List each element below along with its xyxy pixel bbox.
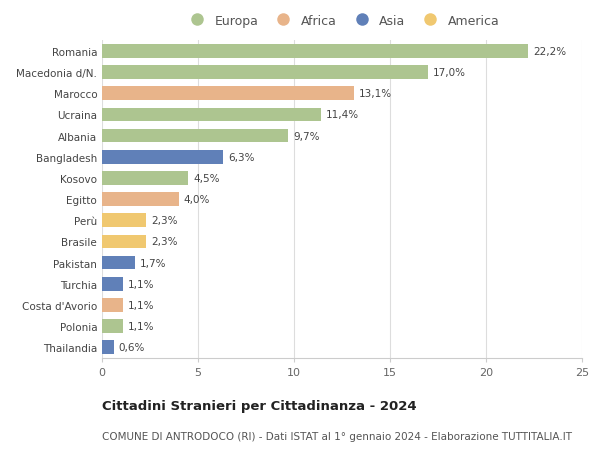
Bar bbox=[102, 256, 134, 270]
Text: COMUNE DI ANTRODOCO (RI) - Dati ISTAT al 1° gennaio 2024 - Elaborazione TUTTITAL: COMUNE DI ANTRODOCO (RI) - Dati ISTAT al… bbox=[102, 431, 572, 442]
Bar bbox=[102, 298, 123, 312]
Text: 1,1%: 1,1% bbox=[128, 279, 154, 289]
Bar bbox=[102, 45, 528, 59]
Text: 2,3%: 2,3% bbox=[151, 237, 178, 247]
Text: 4,0%: 4,0% bbox=[184, 195, 210, 205]
Text: 0,6%: 0,6% bbox=[118, 342, 145, 353]
Bar bbox=[102, 87, 353, 101]
Text: 17,0%: 17,0% bbox=[433, 68, 466, 78]
Text: 13,1%: 13,1% bbox=[358, 89, 391, 99]
Bar bbox=[102, 172, 188, 185]
Bar bbox=[102, 193, 179, 207]
Text: 22,2%: 22,2% bbox=[533, 47, 566, 57]
Text: 1,1%: 1,1% bbox=[128, 321, 154, 331]
Text: 1,1%: 1,1% bbox=[128, 300, 154, 310]
Bar bbox=[102, 214, 146, 228]
Text: 11,4%: 11,4% bbox=[326, 110, 359, 120]
Bar bbox=[102, 66, 428, 80]
Text: 6,3%: 6,3% bbox=[228, 152, 254, 162]
Bar bbox=[102, 277, 123, 291]
Text: 4,5%: 4,5% bbox=[193, 174, 220, 184]
Bar bbox=[102, 129, 288, 143]
Bar bbox=[102, 151, 223, 164]
Bar bbox=[102, 108, 321, 122]
Text: 9,7%: 9,7% bbox=[293, 131, 320, 141]
Bar bbox=[102, 235, 146, 249]
Text: Cittadini Stranieri per Cittadinanza - 2024: Cittadini Stranieri per Cittadinanza - 2… bbox=[102, 399, 416, 412]
Text: 1,7%: 1,7% bbox=[139, 258, 166, 268]
Bar bbox=[102, 319, 123, 333]
Legend: Europa, Africa, Asia, America: Europa, Africa, Asia, America bbox=[179, 10, 505, 33]
Bar bbox=[102, 341, 113, 354]
Text: 2,3%: 2,3% bbox=[151, 216, 178, 226]
